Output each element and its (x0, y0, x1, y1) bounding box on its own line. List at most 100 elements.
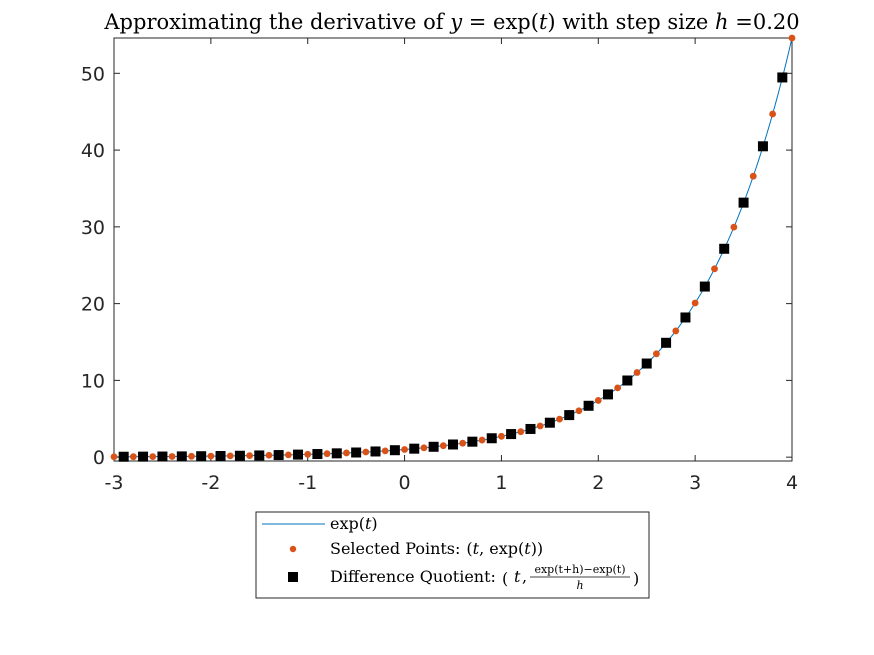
difference-quotient-point (641, 358, 652, 369)
difference-quotient-point (622, 375, 633, 386)
x-tick-label: 4 (786, 472, 798, 494)
legend-dq-t: t (514, 567, 521, 586)
difference-quotient-point (428, 441, 439, 452)
difference-quotient-point (602, 389, 613, 400)
y-tick-label: 40 (81, 140, 105, 162)
selected-point (323, 450, 331, 458)
legend-box (255, 511, 650, 599)
difference-quotient-point (583, 400, 594, 411)
legend: exp(t) Selected Points: (t, exp(t)) Diffe… (255, 511, 650, 599)
selected-point (129, 453, 137, 461)
title-h-var: h (715, 10, 729, 34)
difference-quotient-point (273, 450, 284, 461)
selected-point (556, 415, 563, 423)
selected-point (343, 449, 350, 457)
difference-quotient-point (370, 446, 381, 457)
difference-quotient-point (757, 141, 768, 152)
legend-points-label: Selected Points: (t, exp(t)) (330, 539, 543, 558)
x-tick-label: -3 (105, 472, 124, 494)
selected-point (788, 34, 796, 42)
difference-quotient-point (448, 439, 458, 450)
difference-quotient-point (564, 410, 575, 421)
legend-dq-numerator: exp(t+h)−exp(t) (534, 563, 625, 576)
selected-point (749, 172, 757, 180)
selected-point (478, 436, 486, 444)
difference-quotient-point (467, 436, 478, 447)
difference-quotient-point (389, 445, 400, 456)
selected-point (711, 265, 718, 273)
difference-quotient-point (506, 429, 517, 440)
difference-quotient-point (234, 450, 245, 461)
selected-point (401, 446, 408, 453)
selected-point (284, 451, 292, 459)
selected-point (672, 327, 680, 335)
selected-point (633, 369, 641, 376)
difference-quotient-point (486, 433, 497, 444)
selected-point (730, 223, 738, 231)
selected-point (498, 432, 505, 440)
chart-title: Approximating the derivative of y = exp(… (103, 10, 799, 34)
difference-quotient-point (409, 443, 420, 454)
legend-dq-open-paren: ( (502, 569, 508, 588)
selected-point (207, 452, 215, 460)
difference-quotient-point (176, 451, 187, 462)
x-tick-label: 0 (399, 472, 411, 494)
title-eq: = exp( (462, 10, 539, 34)
difference-quotient-point (118, 451, 129, 462)
y-tick-label: 0 (93, 447, 105, 469)
y-tick-label: 20 (81, 294, 105, 316)
legend-dq-denominator: h (576, 579, 583, 592)
difference-quotient-point (525, 423, 536, 434)
difference-quotient-point (719, 243, 730, 254)
difference-quotient-point (138, 451, 149, 462)
selected-point (381, 447, 389, 455)
difference-quotient-point (196, 451, 207, 462)
difference-quotient-point (312, 449, 323, 460)
y-tick-label: 30 (81, 217, 105, 239)
selected-point (304, 450, 312, 458)
legend-points-swatch (289, 545, 297, 553)
title-y-var: y (449, 10, 463, 34)
x-tick-label: 1 (495, 472, 507, 494)
title-mid: ) with step size (547, 10, 715, 34)
selected-point (653, 350, 660, 358)
difference-quotient-point (293, 449, 304, 460)
selected-point (362, 448, 370, 456)
selected-point (188, 452, 195, 460)
selected-point (691, 299, 699, 307)
difference-quotient-point (157, 451, 168, 462)
plot-area (113, 37, 793, 462)
selected-point (517, 428, 525, 436)
selected-point (110, 453, 118, 461)
selected-point (226, 452, 234, 460)
selected-point (459, 439, 467, 447)
selected-point (769, 110, 777, 118)
legend-dq-label: Difference Quotient: (330, 567, 496, 586)
difference-quotient-point (699, 281, 710, 292)
x-tick-label: 2 (592, 472, 604, 494)
difference-quotient-point (254, 450, 265, 461)
selected-point (168, 453, 176, 460)
difference-quotient-point (680, 312, 691, 323)
difference-quotient-point (738, 197, 749, 208)
title-t-var: t (539, 10, 548, 34)
difference-quotient-point (661, 337, 672, 348)
legend-dq-swatch (288, 572, 298, 582)
x-tick-label: 3 (689, 472, 701, 494)
selected-point (614, 384, 622, 392)
legend-dq-close-paren: ) (633, 569, 639, 588)
selected-point (439, 442, 447, 450)
selected-point (246, 452, 254, 460)
selected-point (265, 451, 273, 459)
selected-point (575, 407, 583, 415)
selected-point (536, 422, 544, 430)
difference-quotient-point (351, 447, 362, 458)
selected-point (149, 453, 157, 460)
legend-dq-comma: , (522, 567, 527, 586)
difference-quotient-point (331, 448, 342, 459)
y-tick-label: 50 (81, 63, 105, 85)
difference-quotient-point (215, 451, 226, 462)
difference-quotient-point (777, 72, 788, 83)
